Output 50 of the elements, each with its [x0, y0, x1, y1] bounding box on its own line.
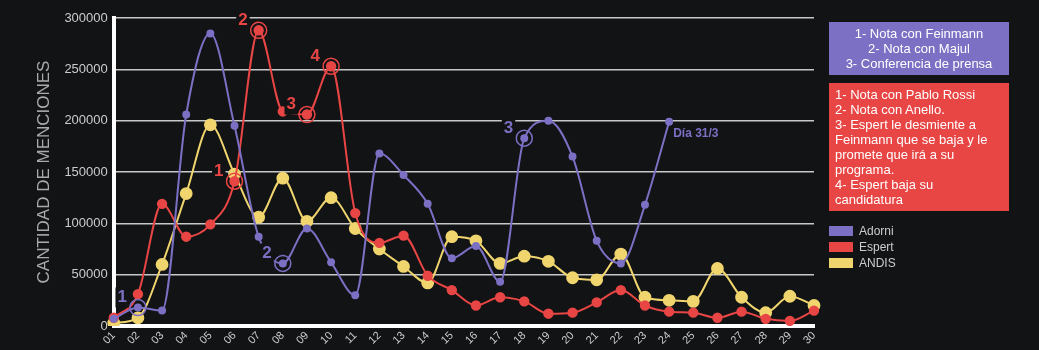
x-tick-label: 11	[342, 328, 359, 346]
annotation: Día 31/3	[673, 126, 719, 141]
y-tick-label: 150000	[64, 163, 108, 179]
x-tick-label: 06	[220, 328, 239, 346]
x-tick-label: 03	[148, 328, 166, 346]
x-tick-label: 25	[679, 328, 697, 346]
x-tick-label: 19	[534, 328, 552, 346]
y-tick-label: 0	[100, 317, 108, 333]
annotation: 2	[262, 243, 272, 263]
x-tick-label: 09	[293, 328, 311, 346]
annotation: 3	[503, 117, 514, 137]
x-tick-label: 30	[800, 328, 818, 346]
x-tick-label: 12	[365, 328, 383, 346]
x-tick-label: 02	[124, 328, 142, 346]
annotation: 4	[310, 45, 321, 65]
y-tick-label: 100000	[64, 214, 108, 230]
y-tick-label: 200000	[64, 112, 108, 128]
x-tick-label: 13	[389, 328, 408, 346]
x-tick-label: 05	[196, 328, 214, 346]
annotation: 2	[238, 10, 248, 30]
x-tick-label: 26	[703, 328, 721, 346]
y-tick-label: 300000	[64, 9, 108, 25]
x-tick-label: 10	[317, 328, 335, 346]
x-tick-label: 21	[583, 328, 601, 346]
x-tick-label: 20	[558, 328, 577, 346]
text: 1- Nota con Feinmann 2- Nota con Majul 3- Conferencia de prensa	[829, 22, 1009, 75]
annotation: 1	[214, 160, 224, 180]
y-axis-title: CANTIDAD DE MENCIONES	[33, 60, 53, 284]
text: 1- Nota con Pablo Rossi 2- Nota con Anello. 3- Espert le desmiente a Feinmann que se baja y le promete que irá a su programa. 4- Espert baja su candidatura	[829, 83, 1009, 211]
legend-label: Adorni	[859, 224, 894, 238]
x-tick-label: 14	[414, 328, 432, 346]
x-tick-label: 18	[510, 328, 528, 346]
x-tick-label: 16	[462, 328, 480, 346]
x-tick-label: 15	[438, 328, 456, 346]
x-tick-label: 17	[486, 328, 504, 346]
y-tick-label: 250000	[64, 60, 108, 76]
legend-label: Espert	[859, 240, 894, 254]
x-tick-label: 22	[607, 328, 625, 346]
x-tick-label: 04	[172, 328, 190, 346]
x-tick-label: 24	[655, 328, 673, 346]
annotation: 1	[117, 287, 127, 307]
x-tick-label: 07	[245, 328, 263, 346]
x-tick-label: 23	[631, 328, 649, 346]
legend-label: ANDIS	[859, 256, 896, 270]
y-tick-label: 50000	[71, 266, 108, 282]
x-tick-label: 27	[727, 328, 746, 346]
x-tick-label: 28	[752, 328, 770, 346]
annotation: 3	[286, 94, 296, 114]
x-tick-label: 29	[776, 328, 794, 346]
x-tick-label: 08	[269, 328, 287, 346]
